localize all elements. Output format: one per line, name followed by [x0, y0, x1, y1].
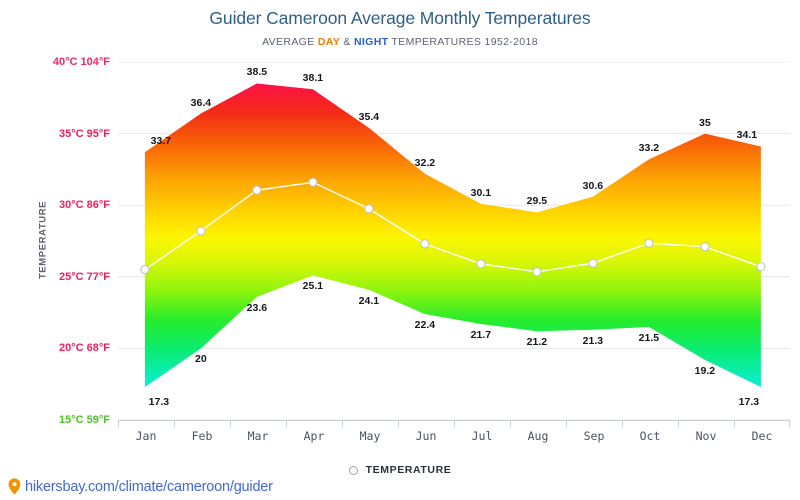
- data-point-label: 24.1: [358, 294, 380, 307]
- subtitle-day-word: DAY: [317, 36, 341, 48]
- data-point-label: 32.2: [414, 156, 436, 169]
- data-point-label: 21.7: [470, 329, 492, 342]
- x-axis-tick: [510, 420, 511, 427]
- subtitle-prefix: AVERAGE: [262, 36, 318, 48]
- x-axis-label-oct: Oct: [639, 429, 661, 443]
- x-axis-label-jan: Jan: [135, 429, 157, 443]
- data-point-label: 17.3: [148, 396, 170, 409]
- data-point-marker[interactable]: [532, 267, 542, 277]
- x-axis-label-mar: Mar: [247, 429, 269, 443]
- data-point-marker[interactable]: [140, 265, 150, 275]
- y-axis-title-container: TEMPERATURE: [6, 160, 49, 320]
- data-point-label: 22.4: [414, 319, 436, 332]
- data-point-label: 38.5: [246, 66, 268, 79]
- data-point-label: 23.6: [246, 301, 268, 314]
- data-point-label: 38.1: [302, 72, 324, 85]
- x-axis-tick: [678, 420, 679, 427]
- data-point-label: 30.1: [470, 186, 492, 199]
- y-axis-tick-label: 35°C 95°F: [59, 127, 110, 140]
- x-axis-label-jul: Jul: [471, 429, 493, 443]
- x-axis-tick: [230, 420, 231, 427]
- x-axis-tick: [789, 420, 790, 427]
- temperature-band: [144, 83, 761, 388]
- data-point-label: 36.4: [190, 96, 212, 109]
- data-point-label: 29.5: [526, 195, 548, 208]
- x-axis-label-feb: Feb: [191, 429, 213, 443]
- x-axis: Jan Feb Mar Apr May Jun Jul Aug Sep Oct Nov Dec: [118, 420, 790, 450]
- x-axis-tick: [454, 420, 455, 427]
- data-point-label: 33.7: [150, 135, 172, 148]
- legend[interactable]: TEMPERATURE: [0, 464, 800, 476]
- data-point-label: 34.1: [736, 129, 758, 142]
- data-point-marker[interactable]: [756, 262, 766, 272]
- data-point-label: 21.3: [582, 334, 604, 347]
- x-axis-tick: [342, 420, 343, 427]
- average-temperature-markers: [140, 177, 766, 277]
- x-axis-tick: [734, 420, 735, 427]
- data-point-marker[interactable]: [420, 239, 430, 249]
- data-point-marker[interactable]: [476, 259, 486, 269]
- x-axis-tick: [398, 420, 399, 427]
- y-axis-tick-label: 20°C 68°F: [59, 342, 110, 355]
- x-axis-label-apr: Apr: [303, 429, 325, 443]
- data-point-label: 30.6: [582, 179, 604, 192]
- data-point-label: 35: [699, 116, 711, 129]
- y-axis-tick-label: 40°C 104°F: [52, 56, 110, 68]
- map-pin-icon: [8, 478, 21, 495]
- x-axis-label-nov: Nov: [695, 429, 717, 443]
- x-axis-label-dec: Dec: [751, 429, 773, 443]
- x-axis-label-sep: Sep: [583, 429, 605, 443]
- x-axis-label-aug: Aug: [527, 429, 549, 443]
- chart-svg: [118, 62, 790, 420]
- legend-label: TEMPERATURE: [365, 464, 452, 476]
- y-axis-tick-label: 15°C 59°F: [59, 414, 110, 426]
- source-footer[interactable]: hikersbay.com/climate/cameroon/guider: [8, 478, 273, 495]
- y-axis-tick-label: 30°C 86°F: [59, 199, 110, 212]
- x-axis-tick: [566, 420, 567, 427]
- subtitle-night-word: NIGHT: [353, 36, 389, 48]
- data-point-label: 25.1: [302, 280, 324, 293]
- data-point-label: 20: [195, 353, 207, 366]
- data-point-label: 33.2: [638, 142, 660, 155]
- data-point-marker[interactable]: [308, 177, 318, 187]
- data-point-marker[interactable]: [196, 226, 206, 236]
- y-axis-tick-label: 25°C 77°F: [59, 270, 110, 283]
- x-axis-label-jun: Jun: [415, 429, 437, 443]
- data-point-label: 21.5: [638, 331, 660, 344]
- data-point-marker[interactable]: [700, 242, 710, 252]
- plot-area: [118, 62, 790, 420]
- subtitle-ampersand: &: [340, 36, 354, 48]
- x-axis-tick: [174, 420, 175, 427]
- data-point-label: 19.2: [694, 364, 716, 377]
- x-axis-label-may: May: [359, 429, 381, 443]
- data-point-label: 17.3: [738, 396, 760, 409]
- data-point-label: 35.4: [358, 110, 380, 123]
- x-axis-tick: [622, 420, 623, 427]
- source-url[interactable]: hikersbay.com/climate/cameroon/guider: [25, 478, 273, 495]
- average-temperature-line: [144, 181, 762, 273]
- y-axis-title: TEMPERATURE: [37, 200, 49, 280]
- circle-outline-icon: [348, 465, 358, 475]
- page-title: Guider Cameroon Average Monthly Temperat…: [209, 8, 591, 28]
- chart-subtitle: AVERAGE DAY & NIGHT TEMPERATURES 1952-20…: [0, 36, 800, 48]
- data-point-marker[interactable]: [588, 258, 598, 268]
- x-axis-tick: [118, 420, 119, 427]
- data-point-marker[interactable]: [252, 185, 262, 195]
- data-point-marker[interactable]: [644, 238, 654, 248]
- data-point-marker[interactable]: [364, 204, 374, 214]
- subtitle-suffix: TEMPERATURES 1952-2018: [388, 36, 538, 48]
- x-axis-tick: [286, 420, 287, 427]
- data-point-label: 21.2: [526, 336, 548, 349]
